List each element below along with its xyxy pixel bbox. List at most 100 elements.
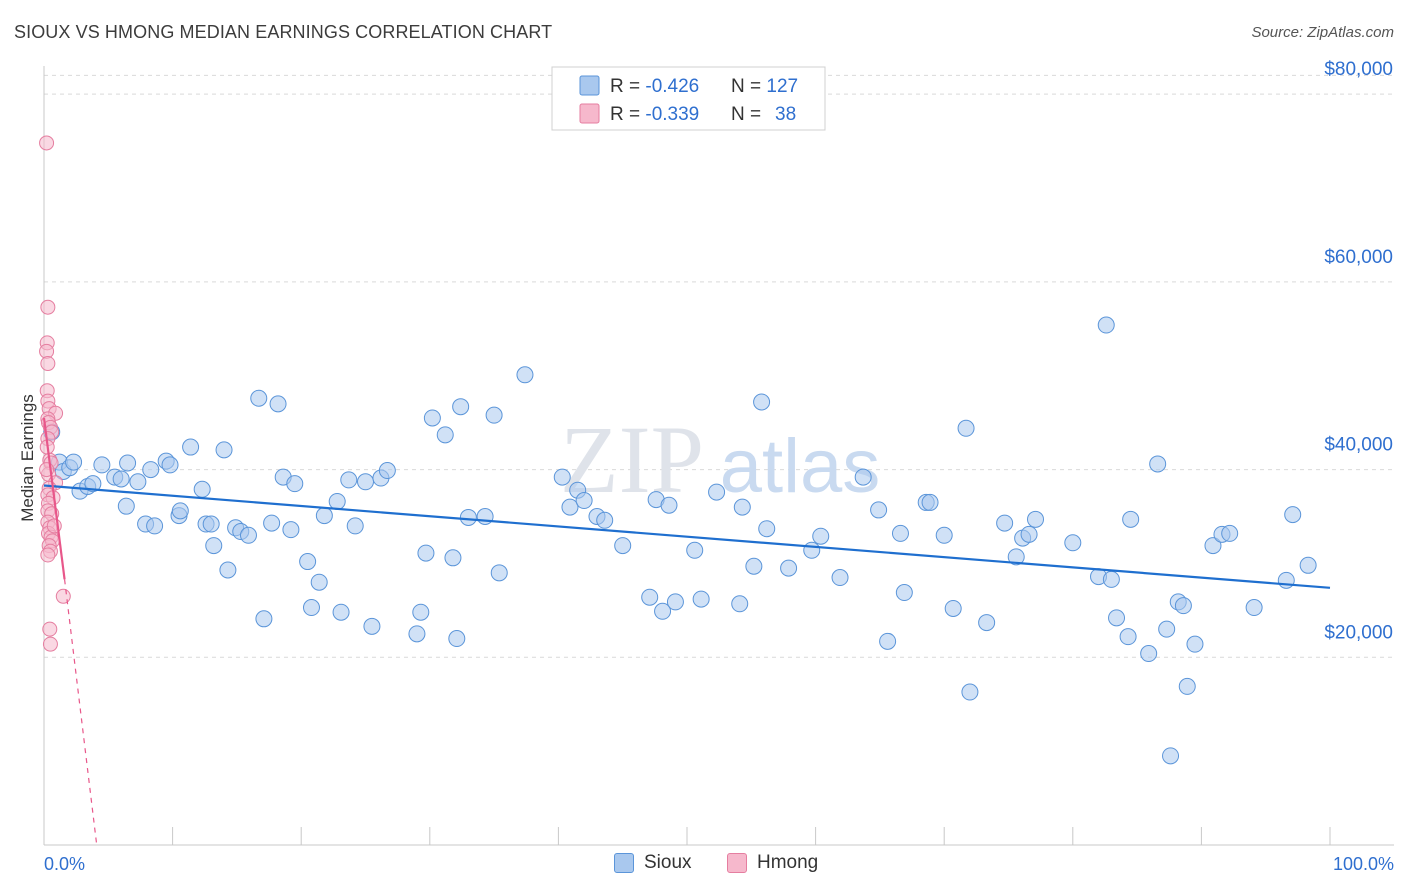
- data-point-sioux[interactable]: [561, 498, 579, 516]
- data-point-hmong[interactable]: [55, 588, 71, 604]
- data-point-sioux[interactable]: [1221, 524, 1239, 542]
- data-point-sioux[interactable]: [119, 454, 137, 472]
- data-point-sioux[interactable]: [340, 471, 358, 489]
- data-point-hmong[interactable]: [40, 547, 56, 563]
- data-point-sioux[interactable]: [1020, 525, 1038, 543]
- data-point-sioux[interactable]: [731, 595, 749, 613]
- data-point-sioux[interactable]: [142, 461, 160, 479]
- data-point-sioux[interactable]: [733, 498, 751, 516]
- data-point-sioux[interactable]: [1027, 510, 1045, 528]
- data-point-sioux[interactable]: [895, 584, 913, 602]
- data-point-sioux[interactable]: [452, 398, 470, 416]
- data-point-sioux[interactable]: [202, 515, 220, 533]
- data-point-sioux[interactable]: [708, 483, 726, 501]
- data-point-sioux[interactable]: [575, 492, 593, 510]
- data-point-sioux[interactable]: [161, 456, 179, 474]
- data-point-sioux[interactable]: [129, 473, 147, 491]
- data-point-sioux[interactable]: [1158, 620, 1176, 638]
- data-point-sioux[interactable]: [1162, 747, 1180, 765]
- data-point-sioux[interactable]: [1140, 645, 1158, 663]
- data-point-sioux[interactable]: [239, 526, 257, 544]
- data-point-sioux[interactable]: [831, 569, 849, 587]
- data-point-sioux[interactable]: [363, 617, 381, 635]
- data-point-sioux[interactable]: [117, 497, 135, 515]
- data-point-sioux[interactable]: [302, 599, 320, 617]
- data-point-sioux[interactable]: [753, 393, 771, 411]
- data-point-hmong[interactable]: [42, 636, 58, 652]
- data-point-sioux[interactable]: [996, 514, 1014, 532]
- data-point-sioux[interactable]: [146, 517, 164, 535]
- data-point-sioux[interactable]: [255, 610, 273, 628]
- data-point-sioux[interactable]: [490, 564, 508, 582]
- data-point-sioux[interactable]: [436, 426, 454, 444]
- data-point-sioux[interactable]: [269, 395, 287, 413]
- data-point-sioux[interactable]: [219, 561, 237, 579]
- data-point-sioux[interactable]: [412, 603, 430, 621]
- data-point-sioux[interactable]: [745, 557, 763, 575]
- data-point-sioux[interactable]: [553, 468, 571, 486]
- data-point-sioux[interactable]: [654, 602, 672, 620]
- data-point-sioux[interactable]: [1204, 537, 1222, 555]
- data-point-sioux[interactable]: [346, 517, 364, 535]
- data-point-sioux[interactable]: [423, 409, 441, 427]
- legend-item-sioux[interactable]: Sioux: [614, 852, 692, 874]
- data-point-sioux[interactable]: [286, 475, 304, 493]
- data-point-sioux[interactable]: [978, 614, 996, 632]
- data-point-hmong[interactable]: [40, 356, 56, 372]
- data-point-sioux[interactable]: [310, 573, 328, 591]
- data-point-sioux[interactable]: [250, 389, 268, 407]
- data-point-sioux[interactable]: [891, 524, 909, 542]
- data-point-sioux[interactable]: [803, 541, 821, 559]
- data-point-sioux[interactable]: [596, 511, 614, 529]
- data-point-sioux[interactable]: [459, 508, 477, 526]
- data-point-sioux[interactable]: [1174, 597, 1192, 615]
- data-point-sioux[interactable]: [299, 553, 317, 571]
- data-point-sioux[interactable]: [641, 588, 659, 606]
- data-point-sioux[interactable]: [315, 507, 333, 525]
- data-point-sioux[interactable]: [485, 406, 503, 424]
- legend-item-hmong[interactable]: Hmong: [727, 852, 818, 874]
- data-point-sioux[interactable]: [171, 502, 189, 520]
- data-point-sioux[interactable]: [1178, 677, 1196, 695]
- data-point-sioux[interactable]: [944, 599, 962, 617]
- data-point-sioux[interactable]: [666, 593, 684, 611]
- data-point-sioux[interactable]: [205, 537, 223, 555]
- data-point-sioux[interactable]: [812, 527, 830, 545]
- data-point-sioux[interactable]: [182, 438, 200, 456]
- data-point-sioux[interactable]: [1149, 455, 1167, 473]
- data-point-sioux[interactable]: [957, 419, 975, 437]
- data-point-sioux[interactable]: [780, 559, 798, 577]
- data-point-hmong[interactable]: [40, 299, 56, 315]
- data-point-sioux[interactable]: [1245, 599, 1263, 617]
- data-point-hmong[interactable]: [42, 621, 58, 637]
- data-point-sioux[interactable]: [692, 590, 710, 608]
- data-point-sioux[interactable]: [1097, 316, 1115, 334]
- data-point-sioux[interactable]: [614, 537, 632, 555]
- data-point-sioux[interactable]: [1007, 548, 1025, 566]
- data-point-sioux[interactable]: [1119, 628, 1137, 646]
- data-point-sioux[interactable]: [65, 453, 83, 471]
- data-point-sioux[interactable]: [1064, 534, 1082, 552]
- data-point-sioux[interactable]: [1108, 609, 1126, 627]
- data-point-sioux[interactable]: [870, 501, 888, 519]
- data-point-sioux[interactable]: [1277, 571, 1295, 589]
- data-point-sioux[interactable]: [417, 544, 435, 562]
- data-point-sioux[interactable]: [1122, 510, 1140, 528]
- data-point-sioux[interactable]: [1102, 570, 1120, 588]
- data-point-sioux[interactable]: [921, 493, 939, 511]
- data-point-sioux[interactable]: [686, 541, 704, 559]
- data-point-sioux[interactable]: [1284, 506, 1302, 524]
- data-point-sioux[interactable]: [357, 473, 374, 491]
- data-point-sioux[interactable]: [448, 630, 466, 648]
- data-point-sioux[interactable]: [854, 468, 872, 486]
- data-point-sioux[interactable]: [444, 549, 462, 567]
- data-point-sioux[interactable]: [1299, 556, 1317, 574]
- data-point-sioux[interactable]: [328, 492, 346, 510]
- data-point-sioux[interactable]: [516, 366, 534, 384]
- data-point-sioux[interactable]: [879, 632, 897, 650]
- data-point-sioux[interactable]: [93, 456, 111, 474]
- data-point-sioux[interactable]: [332, 603, 350, 621]
- data-point-sioux[interactable]: [660, 496, 678, 514]
- data-point-sioux[interactable]: [112, 470, 130, 488]
- data-point-sioux[interactable]: [935, 526, 953, 544]
